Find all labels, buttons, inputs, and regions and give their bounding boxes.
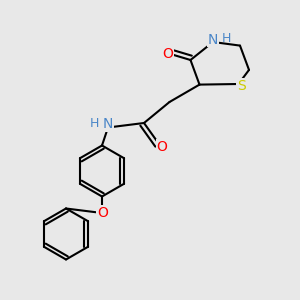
Text: O: O [97,206,108,220]
Text: H: H [222,32,231,46]
Text: N: N [208,33,218,46]
Text: O: O [157,140,167,154]
Text: N: N [103,118,113,131]
Text: H: H [90,117,99,130]
Text: O: O [162,47,173,61]
Text: S: S [237,79,246,92]
